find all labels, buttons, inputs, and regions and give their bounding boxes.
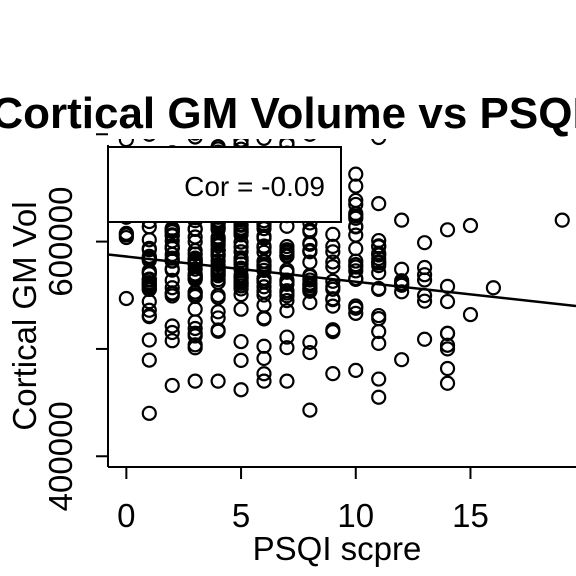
data-point <box>441 377 454 390</box>
data-point <box>441 295 454 308</box>
data-point <box>189 375 202 388</box>
x-axis-ticks: 0 5 10 15 <box>117 467 489 534</box>
data-point <box>556 214 569 227</box>
x-tick-label: 0 <box>117 497 135 534</box>
data-point <box>235 303 248 316</box>
x-tick-label: 5 <box>232 497 250 534</box>
data-point <box>418 333 431 346</box>
data-point <box>349 242 362 255</box>
data-point <box>395 353 408 366</box>
data-point <box>143 334 156 347</box>
data-point <box>166 334 179 347</box>
data-point <box>143 407 156 420</box>
chart-title: Cortical GM Volume vs PSQI <box>0 89 576 138</box>
legend-box: Cor = -0.09 <box>108 147 341 222</box>
data-point <box>441 223 454 236</box>
data-point <box>189 303 202 316</box>
data-point <box>303 404 316 417</box>
data-point <box>235 335 248 348</box>
x-axis-label: PSQI scpre <box>253 530 422 567</box>
data-point <box>372 197 385 210</box>
data-point <box>395 214 408 227</box>
y-tick-label: 600000 <box>42 187 79 297</box>
data-point <box>464 308 477 321</box>
data-point <box>120 292 133 305</box>
data-point <box>212 375 225 388</box>
data-point <box>418 236 431 249</box>
data-point <box>235 383 248 396</box>
data-point <box>235 354 248 367</box>
data-point <box>441 362 454 375</box>
correlation-annotation: Cor = -0.09 <box>184 171 325 202</box>
data-point <box>349 364 362 377</box>
x-tick-label: 10 <box>337 497 374 534</box>
data-point <box>143 354 156 367</box>
y-axis-label: Cortical GM Vol <box>6 201 43 430</box>
x-tick-label: 15 <box>452 497 489 534</box>
data-point <box>280 375 293 388</box>
data-point <box>464 219 477 232</box>
data-point <box>487 281 500 294</box>
y-axis-ticks: 400000 600000 <box>42 134 108 511</box>
data-point <box>372 391 385 404</box>
y-tick-label: 400000 <box>42 401 79 511</box>
data-point <box>258 352 271 365</box>
data-point <box>326 367 339 380</box>
data-point <box>258 340 271 353</box>
data-point <box>372 373 385 386</box>
data-point <box>166 379 179 392</box>
